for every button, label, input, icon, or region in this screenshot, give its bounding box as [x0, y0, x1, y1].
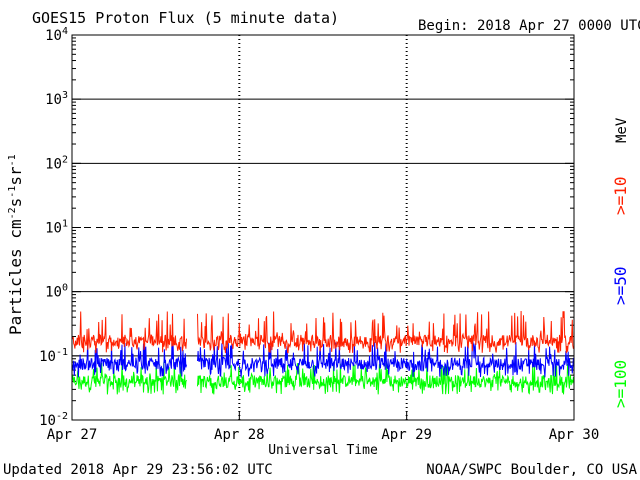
x-tick-label: Apr 30: [549, 427, 600, 443]
y-tick-label: 101: [45, 219, 68, 237]
y-tick-label: 10-1: [39, 347, 68, 365]
updated-timestamp: Updated 2018 Apr 29 23:56:02 UTC: [3, 462, 273, 478]
plot-frame: [71, 34, 575, 421]
y-tick-label: 103: [45, 90, 68, 108]
series-group: [71, 310, 574, 395]
y-tick-labels: 104 103 102 101 100 10-1 10-2: [39, 26, 68, 429]
legend-series-100: >=100: [611, 360, 630, 408]
series-line-ge50: [71, 340, 574, 378]
y-tick-label: 104: [45, 26, 68, 44]
x-axis-label: Universal Time: [268, 443, 378, 458]
chart-title: GOES15 Proton Flux (5 minute data): [32, 9, 339, 27]
series-line-ge100: [71, 362, 574, 395]
begin-label: Begin: 2018 Apr 27 0000 UTC: [418, 18, 640, 34]
legend-series-10: >=10: [611, 176, 630, 215]
x-tick-labels: Apr 27 Apr 28 Apr 29 Apr 30: [47, 412, 600, 443]
y-tick-label: 102: [45, 154, 68, 172]
x-tick-label: Apr 27: [47, 427, 98, 443]
y-tick-label: 10-2: [39, 411, 68, 429]
legend-series-50: >=50: [611, 266, 630, 305]
series-line-ge10: [71, 310, 574, 354]
x-tick-label: Apr 29: [381, 427, 432, 443]
x-tick-label: Apr 28: [214, 427, 265, 443]
credit-label: NOAA/SWPC Boulder, CO USA: [426, 462, 637, 478]
y-axis-label: Particles cm-2s-1sr-1: [6, 154, 25, 335]
y-tick-label: 100: [45, 283, 68, 301]
unit-label: MeV: [614, 117, 630, 143]
